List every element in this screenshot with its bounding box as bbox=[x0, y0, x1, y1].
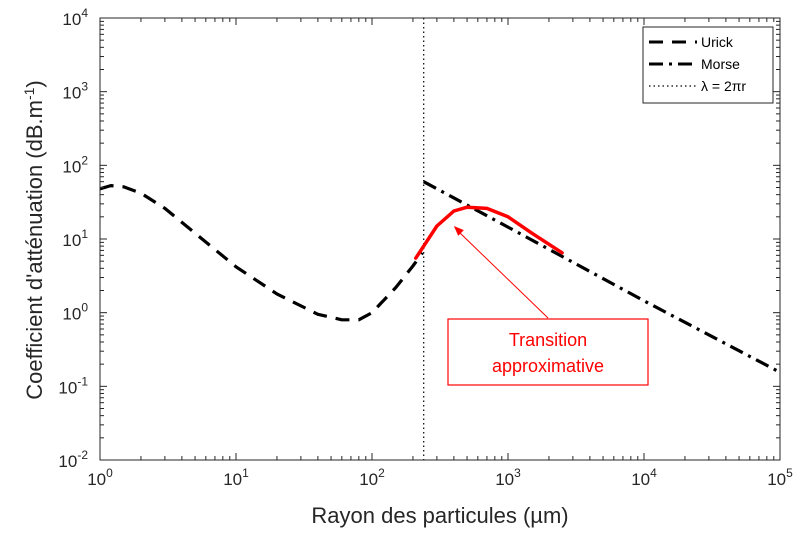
y-tick-label: 104 bbox=[62, 6, 88, 29]
annotation-arrowhead bbox=[453, 226, 464, 236]
annotation-arrow bbox=[455, 228, 549, 319]
x-tick-label: 104 bbox=[631, 466, 657, 489]
annotation-text: Transition bbox=[509, 330, 587, 350]
y-tick-label: 10-2 bbox=[58, 448, 88, 471]
y-axis-label-main: Coefficient d'atténuation (dB.m bbox=[22, 100, 47, 400]
x-tick-label: 103 bbox=[495, 466, 521, 489]
axes: 100 101 102 103 104 105 10-2 10-1 100 101 102 103 10… bbox=[58, 6, 793, 489]
legend-label: Urick bbox=[701, 34, 734, 50]
legend-label: λ = 2πr bbox=[701, 78, 746, 94]
x-tick-label: 102 bbox=[359, 466, 385, 489]
x-tick-label: 105 bbox=[767, 466, 793, 489]
y-tick-label: 101 bbox=[62, 227, 88, 250]
y-tick-label: 10-1 bbox=[58, 374, 88, 397]
x-tick-label: 100 bbox=[87, 466, 113, 489]
plot-area bbox=[99, 18, 781, 460]
series-urick bbox=[99, 184, 424, 322]
y-axis-label: Coefficient d'atténuation (dB.m-1) bbox=[21, 80, 47, 400]
y-tick-label: 103 bbox=[62, 80, 88, 103]
y-tick-label: 102 bbox=[62, 153, 88, 176]
legend-box bbox=[642, 26, 774, 104]
annotation: Transition approximative bbox=[447, 226, 649, 386]
x-axis-label: Rayon des particules (µm) bbox=[311, 503, 568, 528]
series-transition-curve bbox=[414, 205, 564, 260]
annotation-text: approximative bbox=[492, 356, 604, 376]
series-morse bbox=[422, 180, 781, 374]
legend: Urick Morse λ = 2πr bbox=[642, 26, 774, 104]
y-axis-label-end: ) bbox=[22, 80, 47, 87]
legend-label: Morse bbox=[701, 56, 740, 72]
y-tick-label: 100 bbox=[62, 301, 88, 324]
y-axis-label-exponent: -1 bbox=[21, 87, 37, 100]
x-tick-label: 101 bbox=[223, 466, 249, 489]
annotation-box bbox=[447, 318, 649, 386]
